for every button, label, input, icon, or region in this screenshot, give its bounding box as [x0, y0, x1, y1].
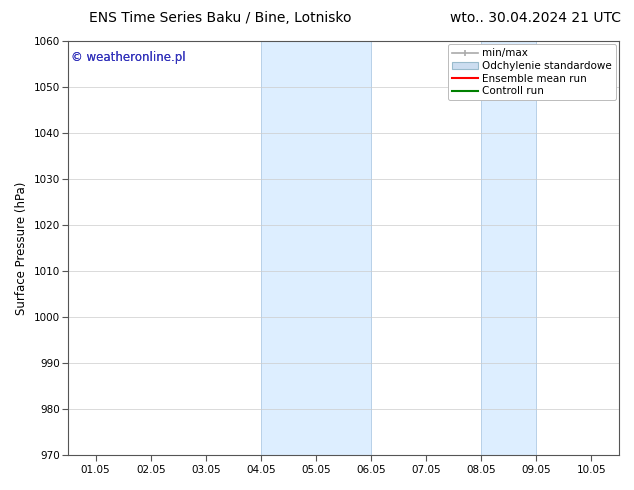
Text: ENS Time Series Baku / Bine, Lotnisko: ENS Time Series Baku / Bine, Lotnisko	[89, 11, 351, 25]
Bar	[261, 41, 371, 455]
Text: wto.. 30.04.2024 21 UTC: wto.. 30.04.2024 21 UTC	[450, 11, 621, 25]
Text: © weatheronline.pl: © weatheronline.pl	[71, 51, 186, 64]
Y-axis label: Surface Pressure (hPa): Surface Pressure (hPa)	[15, 181, 28, 315]
Legend: min/max, Odchylenie standardowe, Ensemble mean run, Controll run: min/max, Odchylenie standardowe, Ensembl…	[448, 44, 616, 100]
Text: © weatheronline.pl: © weatheronline.pl	[71, 51, 186, 64]
Bar	[481, 41, 536, 455]
